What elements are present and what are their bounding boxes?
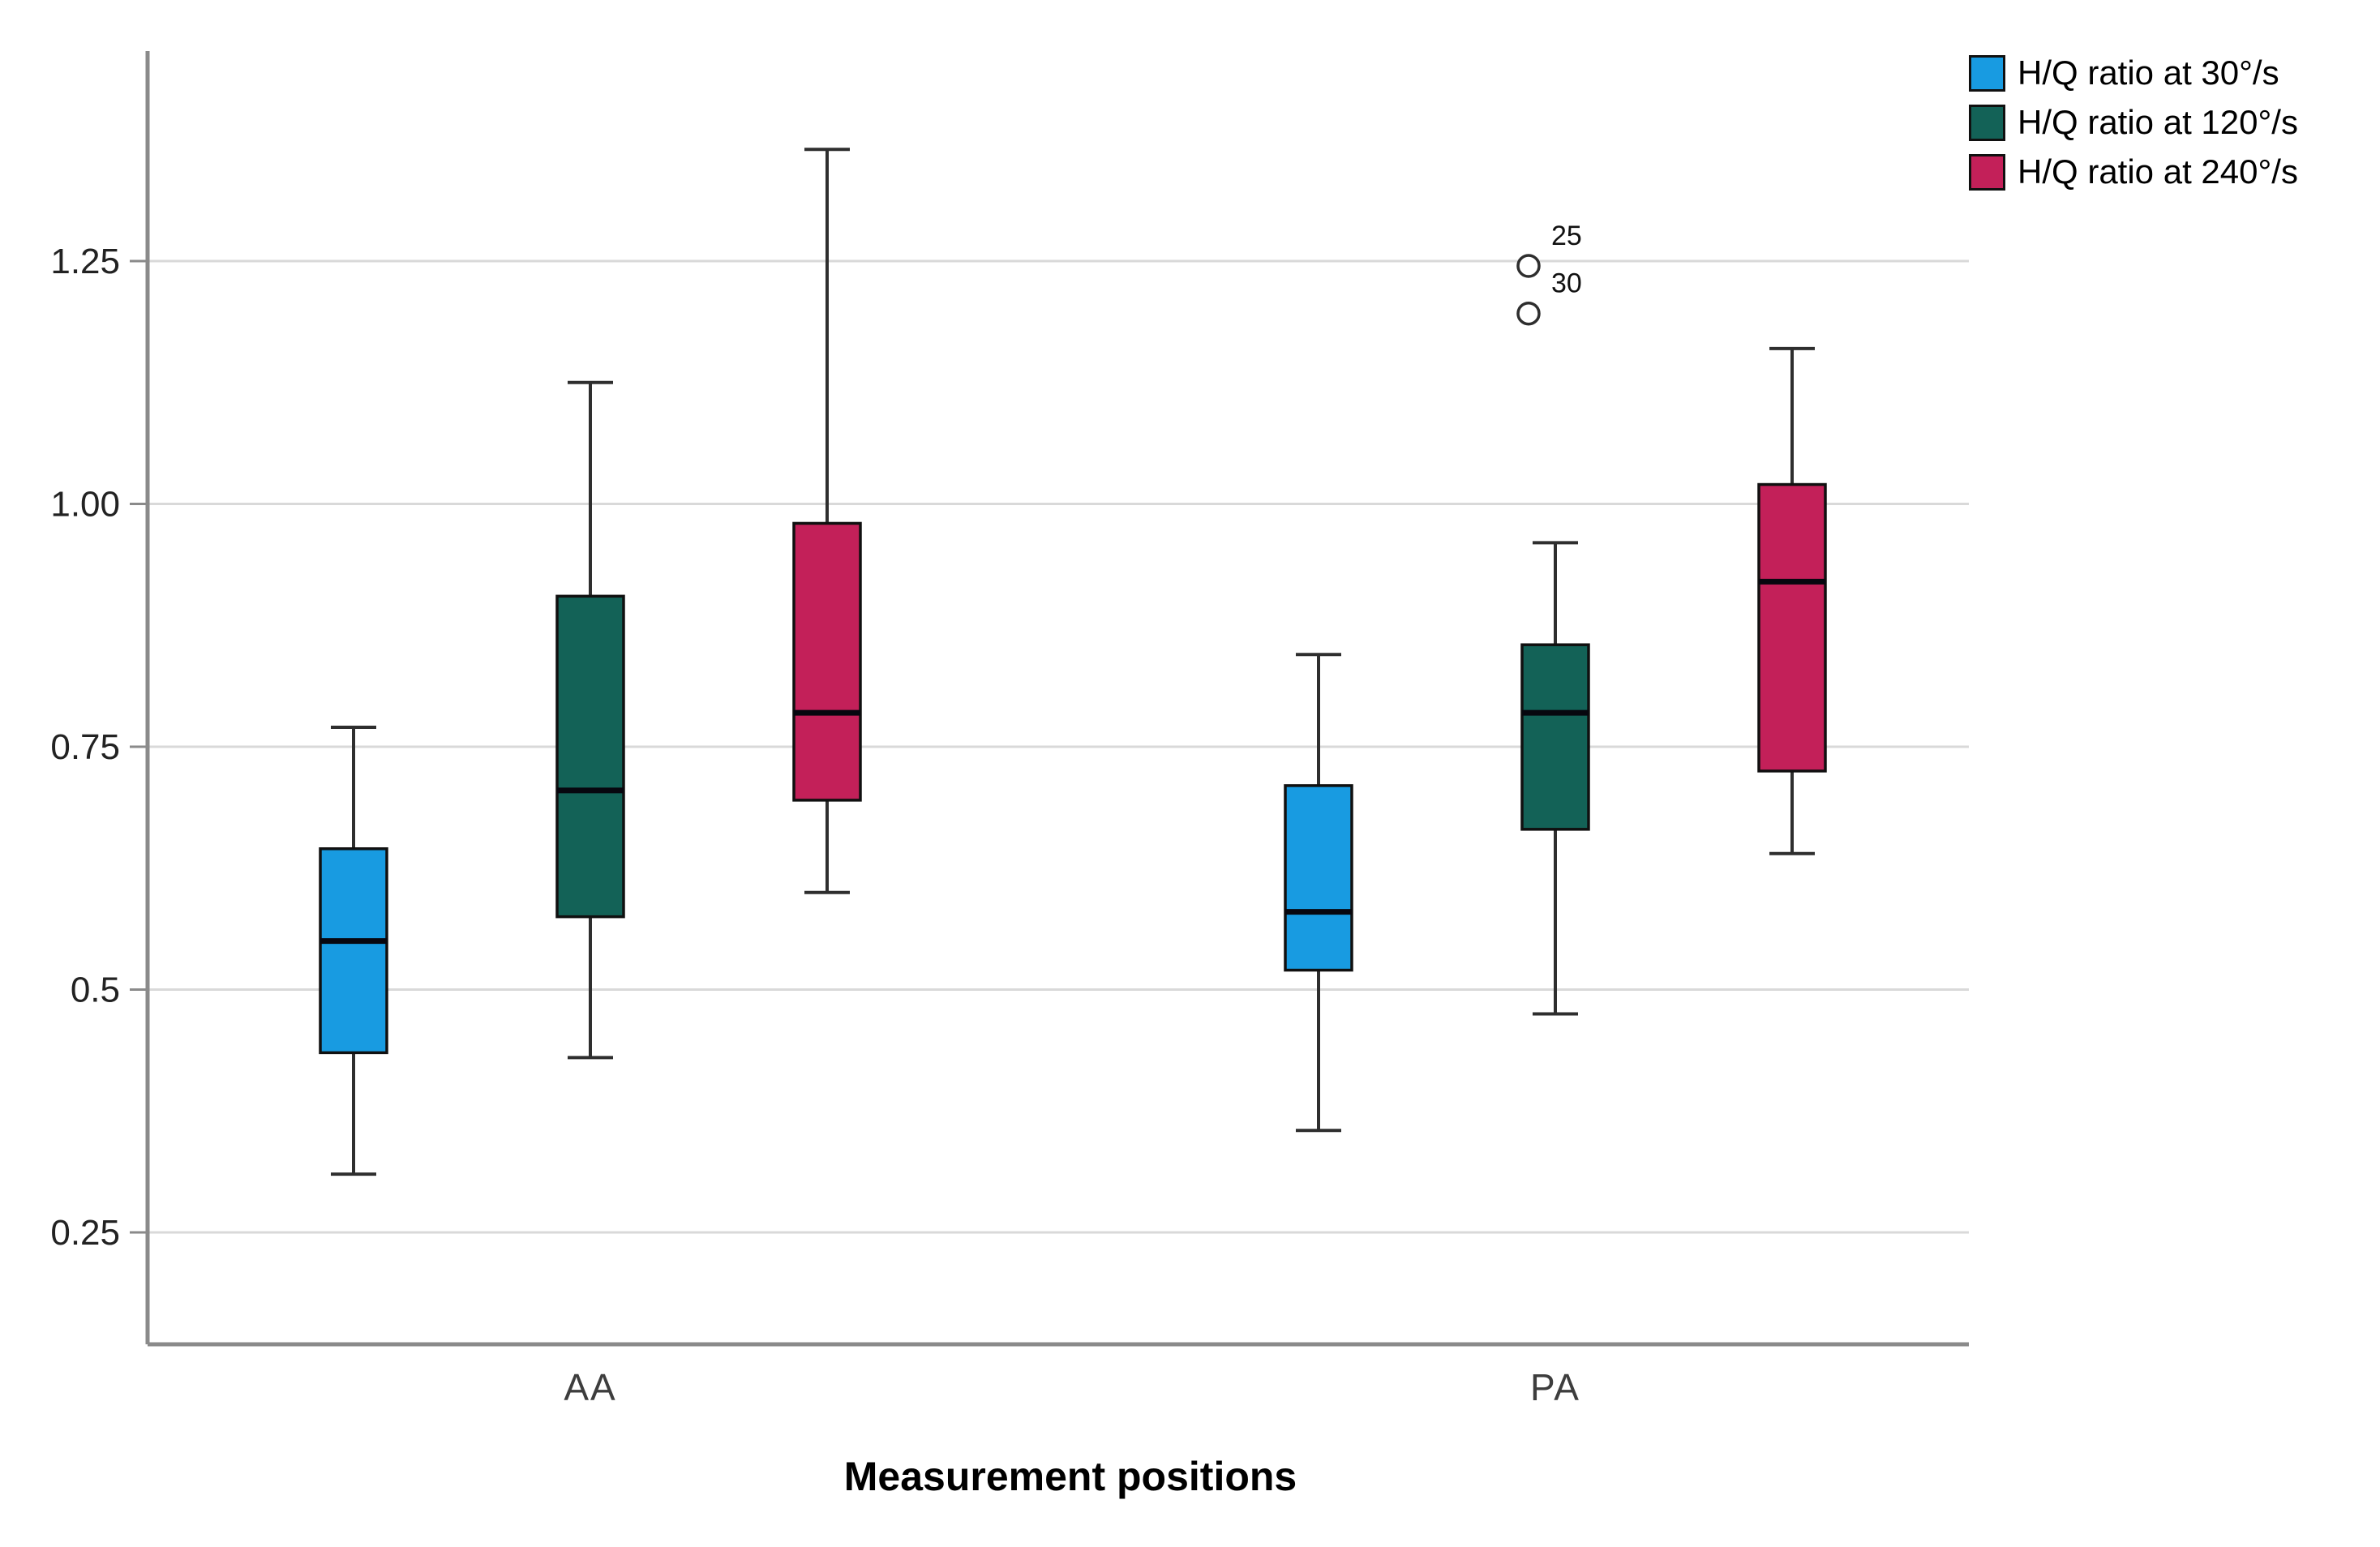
legend-swatch-120 xyxy=(1969,104,2005,141)
legend-swatch-30 xyxy=(1969,54,2005,92)
box-aa-series1 xyxy=(555,594,625,919)
x-tick-label-pa: PA xyxy=(1530,1366,1580,1408)
legend-item-120: H/Q ratio at 120°/s xyxy=(1969,103,2298,142)
outlier-point-25 xyxy=(1516,254,1541,278)
legend-swatch-240 xyxy=(1969,153,2005,191)
y-tick-label-1.25: 1.25 xyxy=(50,242,120,281)
legend: H/Q ratio at 30°/s H/Q ratio at 120°/s H… xyxy=(1969,54,2298,191)
x-tick-label-aa: AA xyxy=(564,1366,617,1408)
box-pa-series2 xyxy=(1757,482,1827,773)
x-axis-title: Measurement positions xyxy=(843,1454,1297,1499)
legend-label-30: H/Q ratio at 30°/s xyxy=(2018,54,2279,92)
box-aa-series0 xyxy=(319,847,388,1055)
y-tick-label-0.5: 0.5 xyxy=(71,971,120,1010)
legend-label-240: H/Q ratio at 240°/s xyxy=(2018,152,2298,191)
box-pa-series0 xyxy=(1284,784,1353,972)
outlier-label-30: 30 xyxy=(1551,268,1582,299)
legend-item-30: H/Q ratio at 30°/s xyxy=(1969,54,2298,92)
y-tick-label-1.00: 1.00 xyxy=(50,485,120,525)
outlier-label-25: 25 xyxy=(1551,221,1582,251)
legend-label-120: H/Q ratio at 120°/s xyxy=(2018,103,2298,141)
y-tick-label-0.75: 0.75 xyxy=(50,727,120,767)
y-tick-label-0.25: 0.25 xyxy=(50,1213,120,1253)
box-aa-series2 xyxy=(792,521,862,802)
legend-item-240: H/Q ratio at 240°/s xyxy=(1969,152,2298,191)
outlier-point-30 xyxy=(1516,301,1541,326)
box-pa-series1 xyxy=(1520,643,1590,831)
